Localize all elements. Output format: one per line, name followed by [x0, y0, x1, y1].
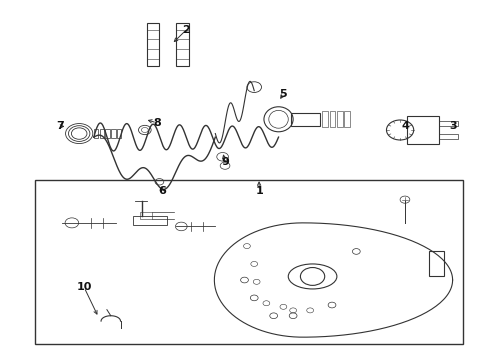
Bar	[117, 129, 121, 138]
Bar	[94, 129, 98, 138]
Bar	[438, 134, 458, 139]
Bar	[111, 129, 116, 138]
Bar	[322, 111, 327, 127]
Text: 9: 9	[221, 157, 228, 167]
Text: 4: 4	[400, 121, 408, 131]
Bar	[140, 212, 152, 219]
Text: 6: 6	[158, 186, 165, 196]
Bar	[132, 216, 166, 225]
Text: 5: 5	[279, 89, 286, 99]
Bar	[336, 111, 342, 127]
Bar	[438, 121, 458, 126]
Bar	[344, 111, 349, 127]
Bar	[329, 111, 335, 127]
Text: 1: 1	[255, 186, 263, 196]
Text: 2: 2	[182, 25, 190, 35]
Bar	[100, 129, 104, 138]
Bar	[290, 113, 319, 126]
Text: 3: 3	[449, 121, 456, 131]
Bar	[407, 116, 438, 144]
Text: 7: 7	[56, 121, 63, 131]
Bar	[105, 129, 110, 138]
Bar	[35, 180, 462, 344]
Text: 8: 8	[153, 118, 161, 128]
Text: 10: 10	[76, 282, 92, 292]
